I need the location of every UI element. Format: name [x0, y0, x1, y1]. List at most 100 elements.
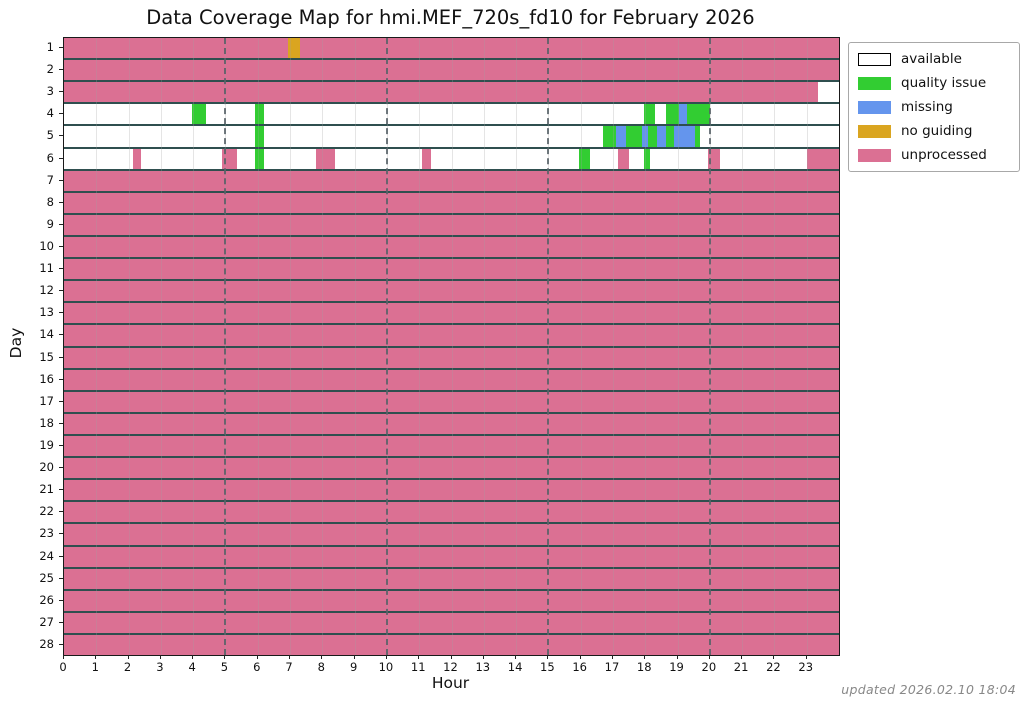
coverage-row-day-9 [64, 214, 839, 235]
legend-item-available: available [858, 51, 1010, 67]
y-tick-mark [59, 47, 63, 49]
x-tick-label: 13 [475, 660, 491, 674]
legend-item-no-guiding: no guiding [858, 123, 1010, 139]
y-tick-label: 3 [46, 84, 54, 99]
y-tick-mark [59, 91, 63, 93]
coverage-segment-missing [679, 104, 688, 125]
coverage-segment-missing [656, 126, 667, 147]
coverage-segment-quality-issue [254, 148, 265, 169]
y-tick-mark [59, 268, 63, 270]
coverage-segment-available [818, 82, 839, 103]
x-tick-label: 21 [733, 660, 749, 674]
x-tick-label: 7 [285, 660, 293, 674]
y-tick-label: 15 [39, 349, 54, 364]
x-tick-label: 5 [220, 660, 229, 674]
x-tick-mark [515, 655, 517, 659]
coverage-rows [64, 38, 839, 656]
coverage-row-day-27 [64, 612, 839, 633]
y-tick-mark [59, 467, 63, 469]
x-tick-mark [385, 655, 387, 659]
y-tick-label: 19 [39, 437, 54, 452]
x-tick-mark [224, 655, 226, 659]
y-tick-mark [59, 555, 63, 557]
x-tick-label: 18 [636, 660, 652, 674]
coverage-row-day-2 [64, 60, 839, 81]
y-tick-label: 12 [39, 283, 54, 298]
legend: available quality issue missing no guiding u… [848, 42, 1020, 172]
y-tick-label: 28 [39, 636, 54, 651]
coverage-row-day-13 [64, 303, 839, 324]
coverage-row-day-22 [64, 502, 839, 523]
coverage-row-day-5 [64, 126, 839, 147]
coverage-segment-quality-issue [648, 126, 657, 147]
x-tick-mark [321, 655, 323, 659]
x-tick-label: 17 [604, 660, 620, 674]
x-tick-mark [418, 655, 420, 659]
coverage-row-day-12 [64, 281, 839, 302]
x-tick-label: 4 [188, 660, 196, 674]
y-tick-label: 16 [39, 371, 54, 386]
legend-swatch-no-guiding [858, 124, 891, 138]
x-tick-label: 23 [798, 660, 814, 674]
x-tick-mark [159, 655, 161, 659]
coverage-segment-unprocessed [617, 148, 630, 169]
coverage-segment-missing [642, 126, 649, 147]
x-axis-label: Hour [431, 674, 470, 692]
x-tick-label: 14 [507, 660, 523, 674]
y-tick-label: 9 [46, 216, 54, 231]
coverage-segment-unprocessed [222, 148, 237, 169]
coverage-row-day-17 [64, 391, 839, 412]
y-tick-mark [59, 201, 63, 203]
x-tick-mark [95, 655, 97, 659]
x-tick-label: 12 [443, 660, 458, 674]
legend-label: missing [901, 99, 953, 115]
coverage-segment-quality-issue [695, 126, 701, 147]
coverage-row-day-16 [64, 369, 839, 390]
y-tick-label: 23 [39, 526, 54, 541]
coverage-row-day-6 [64, 148, 839, 169]
y-tick-label: 17 [39, 393, 54, 408]
coverage-row-day-15 [64, 347, 839, 368]
y-tick-mark [59, 378, 63, 380]
coverage-segment-unprocessed [315, 148, 336, 169]
y-tick-mark [59, 511, 63, 513]
x-tick-mark [773, 655, 775, 659]
coverage-row-day-14 [64, 325, 839, 346]
coverage-segment-unprocessed [422, 148, 431, 169]
x-tick-mark [256, 655, 258, 659]
y-tick-mark [59, 113, 63, 115]
coverage-segment-no-guiding [288, 38, 300, 59]
plot-area [63, 37, 840, 656]
y-tick-label: 18 [39, 415, 54, 430]
y-tick-label: 25 [39, 570, 54, 585]
legend-label: unprocessed [901, 147, 987, 163]
coverage-segment-quality-issue [666, 104, 680, 125]
x-tick-mark [353, 655, 355, 659]
coverage-row-day-21 [64, 480, 839, 501]
y-tick-mark [59, 533, 63, 535]
y-tick-label: 26 [39, 592, 54, 607]
x-tick-label: 16 [572, 660, 587, 674]
y-tick-mark [59, 444, 63, 446]
coverage-row-day-7 [64, 170, 839, 191]
coverage-segment-quality-issue [687, 104, 710, 125]
y-tick-mark [59, 577, 63, 579]
coverage-segment-quality-issue [625, 126, 643, 147]
x-tick-mark [579, 655, 581, 659]
legend-swatch-available [858, 52, 891, 66]
y-tick-mark [59, 69, 63, 71]
x-tick-label: 8 [317, 660, 325, 674]
coverage-row-day-10 [64, 236, 839, 258]
coverage-row-day-19 [64, 435, 839, 457]
y-tick-label: 10 [39, 239, 54, 254]
y-tick-mark [59, 290, 63, 292]
coverage-row-day-1 [64, 38, 839, 59]
y-tick-label: 7 [46, 172, 54, 187]
coverage-row-day-20 [64, 458, 839, 479]
legend-label: quality issue [901, 75, 987, 91]
x-tick-mark [708, 655, 710, 659]
coverage-segment-quality-issue [643, 104, 655, 125]
x-tick-mark [676, 655, 678, 659]
legend-swatch-unprocessed [858, 148, 891, 162]
